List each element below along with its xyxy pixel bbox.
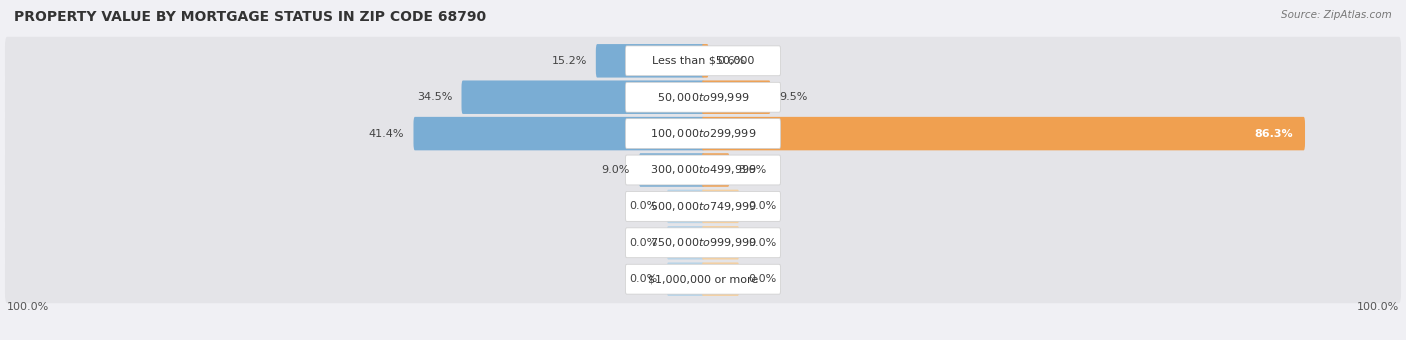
FancyBboxPatch shape [626,191,780,221]
Text: Source: ZipAtlas.com: Source: ZipAtlas.com [1281,10,1392,20]
Text: 15.2%: 15.2% [551,56,586,66]
Text: $100,000 to $299,999: $100,000 to $299,999 [650,127,756,140]
Text: 86.3%: 86.3% [1254,129,1294,139]
Text: 0.0%: 0.0% [630,201,658,211]
Text: PROPERTY VALUE BY MORTGAGE STATUS IN ZIP CODE 68790: PROPERTY VALUE BY MORTGAGE STATUS IN ZIP… [14,10,486,24]
Text: $50,000 to $99,999: $50,000 to $99,999 [657,91,749,104]
Text: 0.0%: 0.0% [630,238,658,248]
Text: $750,000 to $999,999: $750,000 to $999,999 [650,236,756,249]
FancyBboxPatch shape [6,219,1400,267]
FancyBboxPatch shape [626,155,780,185]
FancyBboxPatch shape [666,190,704,223]
FancyBboxPatch shape [6,182,1400,231]
FancyBboxPatch shape [6,109,1400,158]
Text: 9.0%: 9.0% [602,165,630,175]
Text: 3.6%: 3.6% [738,165,766,175]
FancyBboxPatch shape [6,37,1400,85]
FancyBboxPatch shape [626,46,780,76]
Text: $500,000 to $749,999: $500,000 to $749,999 [650,200,756,213]
FancyBboxPatch shape [6,146,1400,194]
Text: $1,000,000 or more: $1,000,000 or more [648,274,758,284]
FancyBboxPatch shape [666,226,704,259]
FancyBboxPatch shape [6,73,1400,121]
FancyBboxPatch shape [461,81,704,114]
Text: 41.4%: 41.4% [368,129,405,139]
FancyBboxPatch shape [626,264,780,294]
FancyBboxPatch shape [702,190,740,223]
FancyBboxPatch shape [626,228,780,258]
FancyBboxPatch shape [702,81,770,114]
FancyBboxPatch shape [702,226,740,259]
Text: 34.5%: 34.5% [418,92,453,102]
FancyBboxPatch shape [702,44,709,78]
FancyBboxPatch shape [702,262,740,296]
FancyBboxPatch shape [702,153,730,187]
FancyBboxPatch shape [626,82,780,112]
Text: 100.0%: 100.0% [7,302,49,312]
FancyBboxPatch shape [702,117,1305,150]
Text: 0.0%: 0.0% [748,274,776,284]
FancyBboxPatch shape [666,262,704,296]
FancyBboxPatch shape [638,153,704,187]
FancyBboxPatch shape [413,117,704,150]
Text: 100.0%: 100.0% [1357,302,1399,312]
FancyBboxPatch shape [596,44,704,78]
Text: Less than $50,000: Less than $50,000 [652,56,754,66]
Text: 0.0%: 0.0% [748,238,776,248]
Text: 0.0%: 0.0% [630,274,658,284]
Text: 0.6%: 0.6% [717,56,745,66]
FancyBboxPatch shape [6,255,1400,303]
FancyBboxPatch shape [626,119,780,149]
Text: 9.5%: 9.5% [779,92,808,102]
Text: 0.0%: 0.0% [748,201,776,211]
Text: $300,000 to $499,999: $300,000 to $499,999 [650,164,756,176]
